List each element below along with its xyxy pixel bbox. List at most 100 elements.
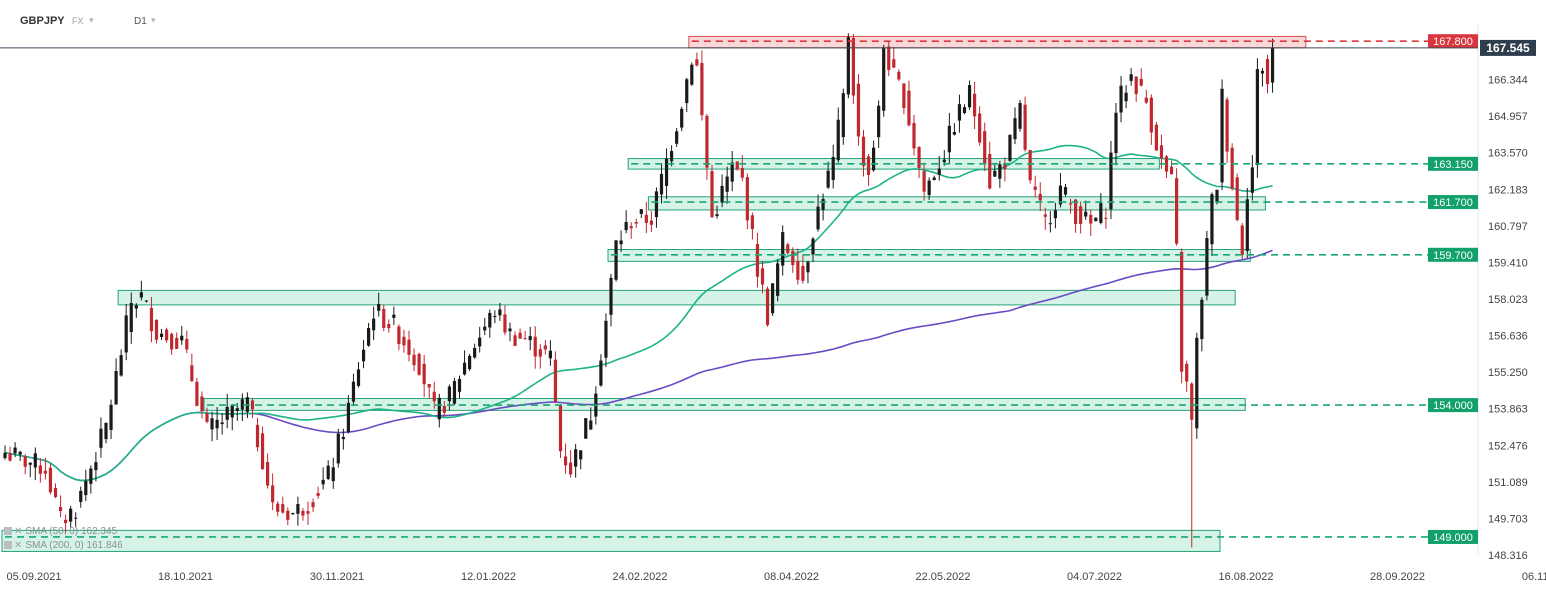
candle-body [331, 467, 335, 482]
candle-body [94, 462, 98, 471]
candle-body [336, 433, 340, 464]
candle-body [796, 261, 800, 280]
candle-body [670, 151, 674, 162]
candle-body [508, 328, 512, 332]
candle-body [301, 510, 305, 516]
indicator-sma200-label: SMA (200, 0) 161.846 [25, 540, 123, 551]
candle-body [563, 456, 568, 466]
candle-body [967, 85, 972, 108]
candle-body [139, 292, 143, 298]
candle-body [917, 146, 921, 169]
timeframe-select[interactable]: D1 [134, 16, 147, 27]
candle-body [33, 453, 37, 468]
candle-body [1149, 97, 1153, 133]
y-tick-label: 159.410 [1488, 257, 1528, 269]
candle-body [624, 221, 628, 231]
candle-body [1068, 203, 1073, 205]
level-label: 154.000 [1433, 400, 1473, 412]
candle-body [841, 93, 845, 138]
candle-body [1018, 102, 1022, 129]
candle-body [134, 305, 138, 309]
support-zone [117, 289, 1236, 306]
candle-body [1205, 237, 1209, 296]
candle-body [1114, 112, 1118, 154]
candle-body [993, 170, 997, 177]
candle-body [483, 326, 487, 331]
candle-body [1079, 206, 1083, 224]
candle-body [210, 418, 214, 430]
candle-body [523, 338, 527, 340]
y-tick-label: 156.636 [1488, 331, 1528, 343]
candle-body [1094, 217, 1098, 222]
indicator-settings-icon[interactable] [4, 527, 12, 535]
candle-body [1175, 178, 1179, 244]
candle-body [351, 381, 356, 402]
candle-body [861, 136, 866, 166]
candle-body [846, 37, 850, 95]
candle-body [1240, 225, 1244, 255]
y-tick-label: 151.089 [1488, 477, 1528, 489]
candle-body [952, 132, 956, 135]
candle-body [649, 220, 653, 225]
candle-body [1084, 211, 1088, 217]
level-label: 163.150 [1433, 159, 1473, 171]
candle-body [215, 419, 219, 429]
candle-body [634, 221, 638, 224]
candle-body [326, 465, 330, 479]
y-tick-label: 155.250 [1488, 367, 1528, 379]
candle-body [1099, 203, 1103, 223]
chart-toolbar: GBPJPY FX ▾ D1 ▾ [0, 0, 400, 40]
candle-body [255, 424, 260, 448]
candle-body [195, 381, 199, 406]
candle-body [983, 131, 987, 165]
candle-body [922, 171, 926, 192]
indicator-close-icon[interactable]: ✕ [14, 526, 23, 537]
candle-body [412, 354, 416, 366]
indicator-close-icon[interactable]: ✕ [14, 540, 23, 551]
symbol-dropdown-icon[interactable]: ▾ [89, 15, 94, 25]
candle-body [740, 168, 744, 178]
x-tick-label: 24.02.2022 [612, 571, 667, 583]
candle-body [755, 243, 760, 277]
timeframe-dropdown-icon[interactable]: ▾ [151, 15, 156, 25]
candle-body [144, 300, 148, 302]
candle-body [165, 329, 169, 341]
candle-body [750, 215, 754, 230]
symbol-name[interactable]: GBPJPY [20, 15, 65, 27]
candle-body [851, 38, 855, 96]
candle-body [882, 48, 886, 111]
x-tick-label: 12.01.2022 [461, 571, 516, 583]
candle-body [791, 250, 795, 266]
candle-body [190, 365, 194, 382]
candle-body [260, 433, 265, 470]
indicator-settings-icon[interactable] [4, 541, 12, 549]
candle-body [659, 173, 664, 195]
candle-body [311, 502, 315, 508]
candle-body [760, 268, 765, 285]
candle-body [48, 467, 53, 493]
candle-body [205, 413, 209, 422]
candle-body [584, 418, 588, 439]
x-tick-label: 28.09.2022 [1370, 571, 1425, 583]
candle-body [776, 263, 780, 296]
candle-body [1053, 210, 1057, 219]
candle-body [962, 107, 967, 113]
candle-body [1169, 166, 1174, 175]
candle-body [64, 519, 68, 524]
indicator-sma200[interactable]: ✕ SMA (200, 0) 161.846 [4, 540, 123, 551]
candle-body [180, 335, 184, 341]
candle-body [417, 353, 421, 375]
y-tick-label: 163.570 [1488, 148, 1528, 160]
candle-body [1245, 199, 1249, 252]
candle-body [685, 79, 689, 104]
candle-body [720, 185, 724, 203]
indicator-sma50[interactable]: ✕ SMA (50, 0) 162.345 [4, 526, 117, 537]
candle-body [1185, 363, 1189, 382]
y-tick-label: 152.476 [1488, 440, 1528, 452]
y-tick-label: 149.703 [1488, 513, 1528, 525]
candle-body [402, 336, 406, 346]
candle-body [1023, 104, 1027, 150]
candle-body [786, 244, 790, 254]
candle-body [543, 345, 547, 350]
